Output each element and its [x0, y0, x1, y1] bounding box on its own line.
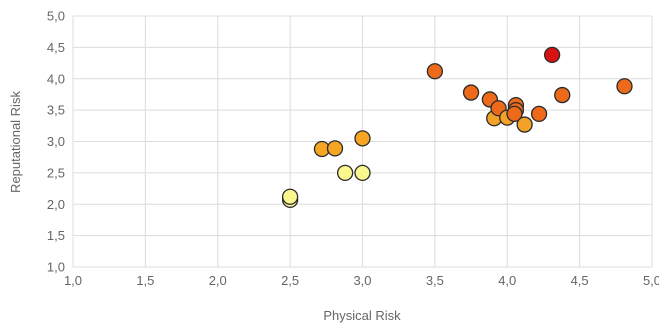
- data-point[interactable]: [281, 188, 299, 205]
- data-point[interactable]: [326, 140, 344, 157]
- x-tick-label: 5,0: [643, 273, 659, 288]
- x-tick-label: 2,0: [209, 273, 227, 288]
- x-tick-label: 4,0: [498, 273, 516, 288]
- x-axis-tick-labels: 1,0 1,5 2,0 2,5 3,0 3,5 4,0 4,5 5,0: [64, 273, 659, 288]
- x-tick-label: 4,5: [571, 273, 589, 288]
- data-point[interactable]: [554, 86, 571, 104]
- x-tick-label: 2,5: [281, 273, 299, 288]
- y-tick-label: 1,0: [47, 260, 65, 275]
- data-points: [281, 46, 633, 209]
- data-point[interactable]: [354, 130, 371, 147]
- data-point[interactable]: [506, 105, 523, 123]
- y-tick-label: 2,0: [47, 197, 65, 212]
- data-point[interactable]: [354, 164, 371, 182]
- x-tick-label: 1,0: [64, 273, 82, 288]
- y-axis-tick-labels: 1,0 1,5 2,0 2,5 3,0 3,5 4,0 4,5 5,0: [47, 9, 65, 275]
- data-point[interactable]: [530, 105, 548, 123]
- x-tick-label: 3,5: [426, 273, 444, 288]
- y-tick-label: 4,0: [47, 71, 65, 86]
- data-point[interactable]: [462, 84, 480, 101]
- y-tick-label: 2,5: [47, 165, 65, 180]
- y-tick-label: 5,0: [47, 9, 65, 24]
- data-point[interactable]: [543, 46, 561, 64]
- x-axis-title: Physical Risk: [323, 308, 401, 323]
- y-tick-label: 3,0: [47, 134, 65, 149]
- y-tick-label: 3,5: [47, 103, 65, 118]
- y-tick-label: 4,5: [47, 40, 65, 55]
- data-point[interactable]: [336, 164, 354, 182]
- data-point[interactable]: [616, 78, 633, 95]
- x-tick-label: 3,0: [353, 273, 371, 288]
- data-point[interactable]: [426, 63, 444, 80]
- x-tick-label: 1,5: [136, 273, 154, 288]
- y-tick-label: 1,5: [47, 228, 65, 243]
- y-axis-title: Reputational Risk: [8, 91, 23, 193]
- data-point[interactable]: [516, 116, 533, 133]
